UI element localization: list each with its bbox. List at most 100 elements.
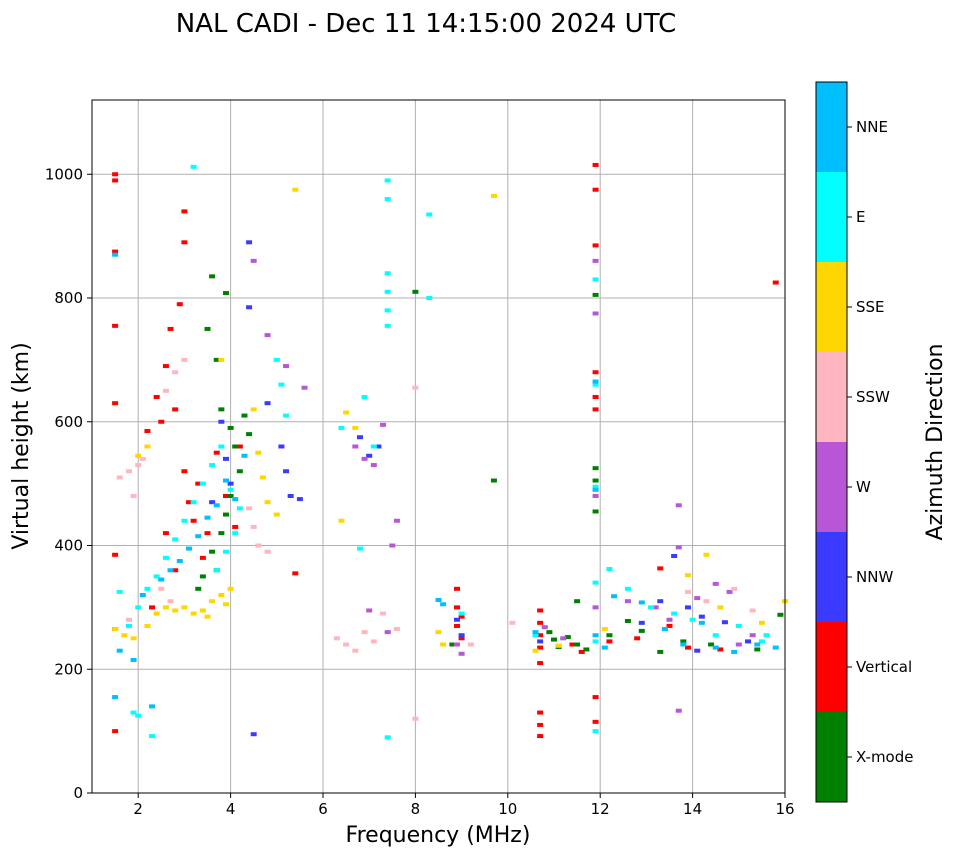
data-point-x-mode	[624, 618, 631, 623]
data-point-e	[384, 197, 391, 201]
data-point-vertical	[592, 370, 599, 375]
data-point-e	[592, 484, 599, 489]
data-point-w	[361, 456, 368, 461]
data-point-w	[301, 385, 308, 390]
data-point-ssw	[467, 642, 474, 647]
data-point-nnw	[453, 617, 460, 622]
data-point-x-mode	[592, 478, 599, 483]
data-point-x-mode	[564, 635, 571, 640]
data-point-vertical	[176, 302, 183, 307]
data-point-w	[624, 599, 631, 604]
data-point-vertical	[186, 500, 193, 505]
data-point-x-mode	[574, 642, 581, 647]
data-point-e	[370, 444, 377, 449]
data-point-e	[130, 710, 137, 715]
y-tick-label: 0	[73, 784, 83, 802]
data-point-ssw	[731, 586, 738, 591]
data-point-nne	[176, 558, 183, 563]
data-point-x-mode	[546, 630, 553, 635]
data-point-nne	[592, 487, 599, 492]
data-point-vertical	[592, 719, 599, 724]
data-point-vertical	[537, 620, 544, 625]
data-point-e	[227, 487, 234, 492]
data-point-nne	[112, 695, 119, 700]
data-point-w	[712, 581, 719, 586]
data-point-e	[361, 395, 368, 399]
data-point-nne	[222, 478, 229, 483]
data-point-vertical	[453, 623, 460, 628]
data-point-nne	[731, 649, 738, 654]
data-point-e	[384, 178, 391, 183]
colorbar: X-mode Vertical NNW W SSW SSE E NNE	[815, 81, 913, 803]
data-point-e	[384, 735, 391, 740]
data-point-w	[458, 651, 465, 656]
colorbar-tick-label: NNE	[856, 118, 888, 136]
x-tick-label: 10	[498, 800, 517, 818]
axes: 2 4 6 8 10 12 14 16 0 200 400 600 800 1000	[45, 99, 795, 818]
data-point-nne	[186, 546, 193, 551]
data-point-vertical	[162, 531, 169, 536]
data-point-vertical	[684, 645, 691, 650]
data-point-nne	[139, 593, 146, 597]
data-point-w	[666, 617, 673, 622]
data-point-vertical	[181, 209, 188, 214]
data-point-nne	[204, 515, 211, 520]
data-point-ssw	[135, 463, 142, 468]
data-point-vertical	[162, 364, 169, 369]
data-point-vertical	[569, 642, 576, 647]
data-point-sse	[218, 593, 225, 597]
data-point-e	[283, 413, 290, 418]
data-point-nnw	[250, 732, 257, 737]
data-point-e	[592, 580, 599, 585]
data-point-x-mode	[754, 647, 761, 652]
data-point-x-mode	[241, 413, 248, 418]
data-point-nnw	[246, 240, 253, 245]
data-point-x-mode	[236, 469, 243, 474]
data-point-vertical	[458, 614, 465, 619]
data-point-nne	[440, 602, 447, 607]
data-point-e	[592, 729, 599, 734]
data-point-nnw	[657, 599, 664, 604]
data-point-vertical	[592, 162, 599, 167]
data-point-e	[149, 734, 156, 739]
data-point-e	[384, 323, 391, 328]
data-point-nne	[680, 642, 687, 647]
data-point-vertical	[167, 326, 174, 331]
data-point-sse	[112, 627, 119, 632]
data-point-vertical	[144, 429, 151, 434]
data-point-w	[675, 545, 682, 550]
data-point-vertical	[592, 187, 599, 192]
data-point-w	[726, 589, 733, 594]
data-point-sse	[555, 643, 562, 648]
data-point-sse	[435, 630, 442, 635]
data-point-ssw	[116, 475, 123, 480]
data-point-ssw	[703, 599, 710, 604]
grid-lines	[92, 100, 786, 794]
data-point-vertical	[158, 419, 165, 424]
data-point-sse	[758, 620, 765, 625]
data-point-nne	[661, 627, 668, 632]
x-tick-label: 2	[133, 800, 143, 818]
data-point-e	[190, 164, 197, 169]
colorbar-label: Azimuth Direction	[923, 343, 948, 540]
data-point-sse	[490, 193, 497, 198]
data-point-e	[532, 633, 539, 638]
data-point-ssw	[139, 456, 146, 461]
data-point-nnw	[356, 435, 363, 440]
data-point-ssw	[181, 357, 188, 362]
data-point-sse	[130, 636, 137, 641]
data-point-w	[675, 503, 682, 508]
data-point-x-mode	[638, 628, 645, 633]
data-point-e	[458, 611, 465, 616]
data-point-nne	[112, 252, 119, 257]
data-point-sse	[153, 611, 160, 616]
colorbar-segment	[816, 622, 847, 712]
data-point-nne	[532, 630, 539, 635]
colorbar-tick-label: NNW	[856, 568, 893, 586]
data-point-vertical	[236, 444, 243, 449]
data-point-w	[384, 630, 391, 635]
data-point-e	[384, 271, 391, 276]
data-point-vertical	[292, 571, 299, 576]
data-point-vertical	[149, 605, 156, 610]
data-point-vertical	[537, 645, 544, 650]
